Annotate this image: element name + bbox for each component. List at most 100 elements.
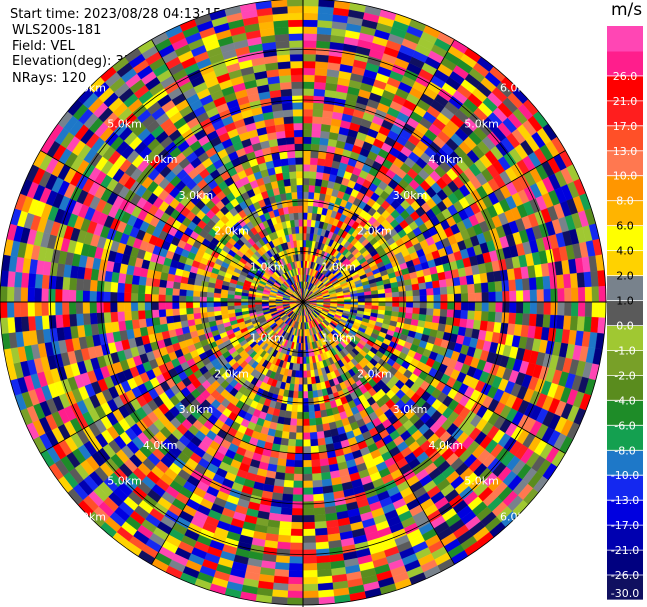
gate-cell [192,290,201,297]
gate-cell [69,313,78,327]
gate-cell [110,311,119,323]
gate-cell [522,301,531,315]
gate-cell [280,507,293,516]
gate-cell [432,308,441,317]
nrays-label: NRays: 120 [12,71,87,86]
gate-cell [536,301,545,315]
gate-cell [282,171,291,180]
gate-cell [302,391,309,399]
gate-cell [295,157,304,165]
gate-cell [158,286,167,295]
gate-cell [287,583,304,592]
gate-cell [406,301,414,308]
gate-cell [542,314,551,329]
gate-cell [138,318,147,329]
gate-cell [290,411,298,420]
gate-cell [302,12,319,21]
gate-cell [321,416,329,425]
gate-cell [315,54,330,63]
gate-cell [293,466,304,475]
gate-cell [130,310,139,321]
gate-cell [590,316,599,334]
gate-cell [281,500,293,509]
gate-cell [206,296,214,303]
gate-cell [502,301,510,313]
gate-cell [48,288,56,303]
gate-cell [62,314,71,328]
gate-cell [317,6,335,15]
gate-cell [124,283,132,294]
gate-cell [307,397,314,406]
gate-cell [302,494,314,502]
gate-cell [288,19,304,28]
gate-cell [302,143,312,151]
gate-cell [289,47,304,55]
gate-cell [314,74,327,83]
gate-cell [302,370,308,378]
gate-cell [180,320,189,328]
gate-cell [302,563,318,571]
gate-cell [315,424,324,433]
gate-cell [103,311,112,324]
gate-cell [185,289,194,297]
gate-cell [311,129,322,138]
gate-cell [282,486,294,495]
gate-cell [281,431,290,440]
gate-cell [311,123,322,131]
gate-cell [61,301,70,315]
gate-cell [302,88,315,96]
gate-cell [213,297,221,303]
gate-cell [317,589,335,598]
gate-cell [192,307,201,314]
gate-cell [302,501,314,509]
gate-cell [172,314,181,323]
gate-cell [302,205,309,213]
gate-cell [302,102,314,110]
gate-cell [285,192,293,201]
gate-cell [302,473,313,482]
gate-cell [439,309,448,318]
gate-cell [227,301,235,307]
gate-cell [287,438,296,447]
gate-cell [178,295,187,303]
gate-cell [27,273,37,289]
gate-cell [296,171,304,179]
gate-cell [298,226,304,234]
gate-cell [308,404,315,413]
gate-cell [285,459,295,468]
gate-cell [192,301,200,308]
gate-cell [302,184,310,193]
gate-cell [302,164,311,172]
gate-cell [313,500,325,509]
gate-cell [312,479,323,488]
gate-cell [598,301,607,319]
gate-cell [433,301,441,310]
gate-cell [302,460,312,468]
gate-cell [310,438,319,447]
gate-cell [419,307,427,316]
gate-cell [178,301,187,309]
gate-cell [577,301,586,317]
gate-cell [310,157,319,166]
gate-cell [302,74,316,83]
gate-cell [314,521,327,530]
gate-cell [41,315,50,330]
gate-cell [291,191,298,200]
gate-cell [284,473,295,481]
gate-cell [284,129,295,138]
gate-cell [123,292,132,303]
gate-cell [61,289,70,303]
gate-cell [371,301,379,307]
gate-cell [425,314,434,323]
gate-cell [110,281,119,293]
gate-cell [220,297,228,303]
gate-cell [453,309,462,319]
gate-cell [291,404,298,413]
gate-cell [432,315,441,324]
gate-cell [278,186,286,195]
gate-cell [117,311,126,322]
gate-cell [312,109,324,118]
gate-cell [426,301,434,309]
gate-cell [289,549,304,557]
gate-cell [315,47,330,56]
